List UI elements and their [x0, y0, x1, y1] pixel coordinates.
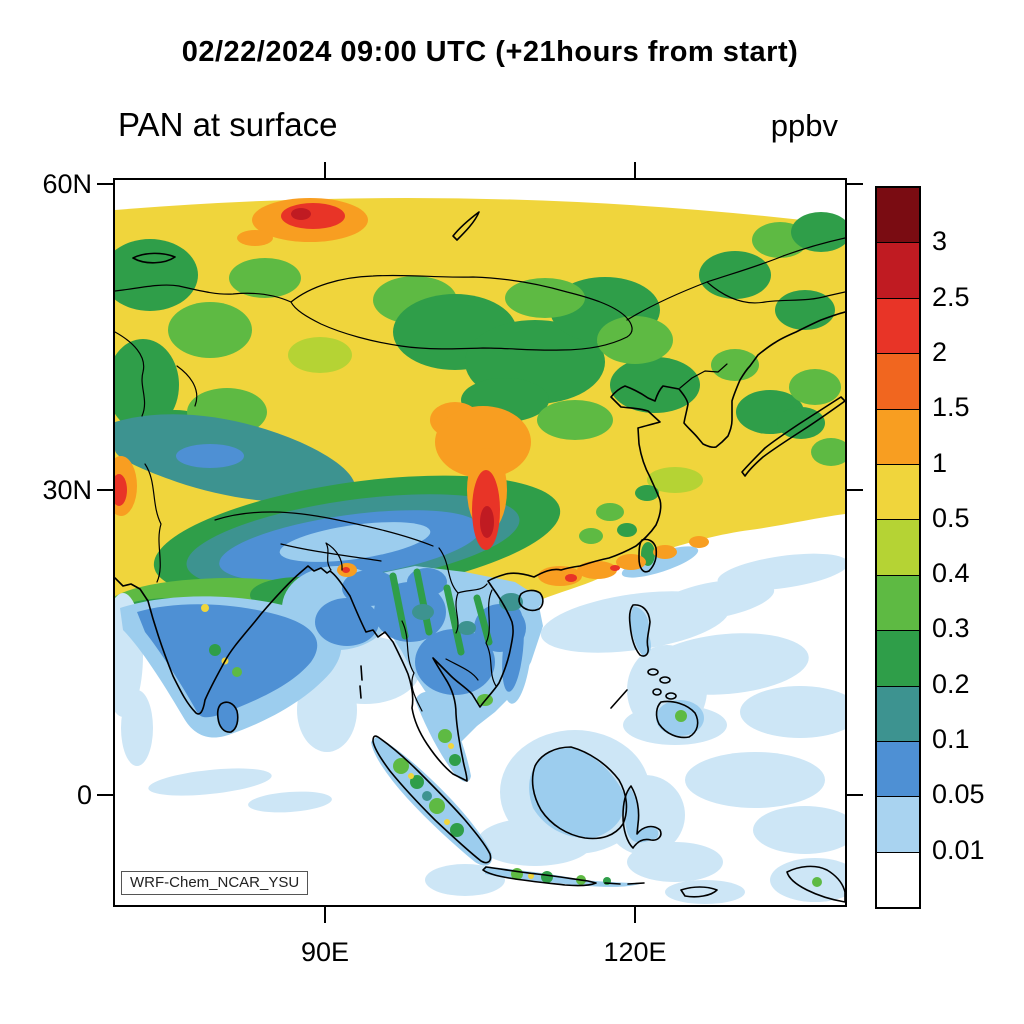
colorbar-labels: 3 2.5 2 1.5 1 0.5 0.4 0.3 0.2 0.1 0.05 0.01 [932, 186, 1024, 905]
tick-left-60n [97, 183, 113, 185]
colorbar-level-label: 2 [932, 336, 948, 367]
colorbar-cell [877, 297, 919, 354]
colorbar-level-label: 0.5 [932, 502, 970, 533]
colorbar-cell [877, 574, 919, 631]
field-green-south [201, 542, 822, 887]
tick-bottom-90e [324, 907, 326, 923]
y-axis-label-30n: 30N [42, 475, 92, 505]
colorbar-level-label: 1.5 [932, 392, 970, 423]
y-axis-label-60n: 60N [42, 169, 92, 199]
map-canvas [115, 180, 845, 905]
field-teal-nw [115, 414, 356, 504]
tick-top-90e [324, 162, 326, 178]
tick-bottom-120e [634, 907, 636, 923]
colorbar-cell [877, 242, 919, 298]
colorbar-cell [877, 408, 919, 464]
field-hotspots [115, 198, 709, 586]
colorbar-cell [877, 353, 919, 409]
colorbar [875, 186, 921, 909]
x-axis-label-90e: 90E [300, 937, 350, 967]
colorbar-cell [877, 851, 919, 908]
plot-area: WRF-Chem_NCAR_YSU [113, 178, 847, 907]
x-axis-label-120e: 120E [603, 937, 667, 967]
model-label: WRF-Chem_NCAR_YSU [121, 871, 309, 895]
plot-title: 02/22/2024 09:00 UTC (+21hours from star… [181, 36, 799, 68]
tick-left-30n [97, 489, 113, 491]
colorbar-level-label: 0.05 [932, 779, 985, 810]
colorbar-cell [877, 519, 919, 575]
tick-top-120e [634, 162, 636, 178]
units-label: ppbv [770, 108, 838, 143]
country-borders [115, 237, 845, 712]
tick-right-0 [847, 794, 863, 796]
colorbar-cell [877, 463, 919, 520]
variable-subtitle: PAN at surface [118, 106, 338, 143]
coastlines [115, 211, 845, 903]
colorbar-level-label: 0.3 [932, 613, 970, 644]
colorbar-cell [877, 630, 919, 686]
colorbar-cell [877, 188, 919, 243]
colorbar-level-label: 2.5 [932, 281, 970, 312]
colorbar-cell [877, 740, 919, 797]
colorbar-level-label: 0.01 [932, 834, 985, 865]
colorbar-level-label: 1 [932, 447, 948, 478]
colorbar-level-label: 3 [932, 226, 948, 257]
tick-right-30n [847, 489, 863, 491]
tick-right-60n [847, 183, 863, 185]
colorbar-level-label: 0.4 [932, 558, 970, 589]
tick-left-0 [97, 794, 113, 796]
colorbar-level-label: 0.1 [932, 724, 970, 755]
colorbar-level-label: 0.2 [932, 668, 970, 699]
y-axis-label-0: 0 [76, 780, 92, 810]
field-tibet-band [153, 475, 561, 601]
colorbar-cell [877, 685, 919, 741]
colorbar-cell [877, 796, 919, 852]
